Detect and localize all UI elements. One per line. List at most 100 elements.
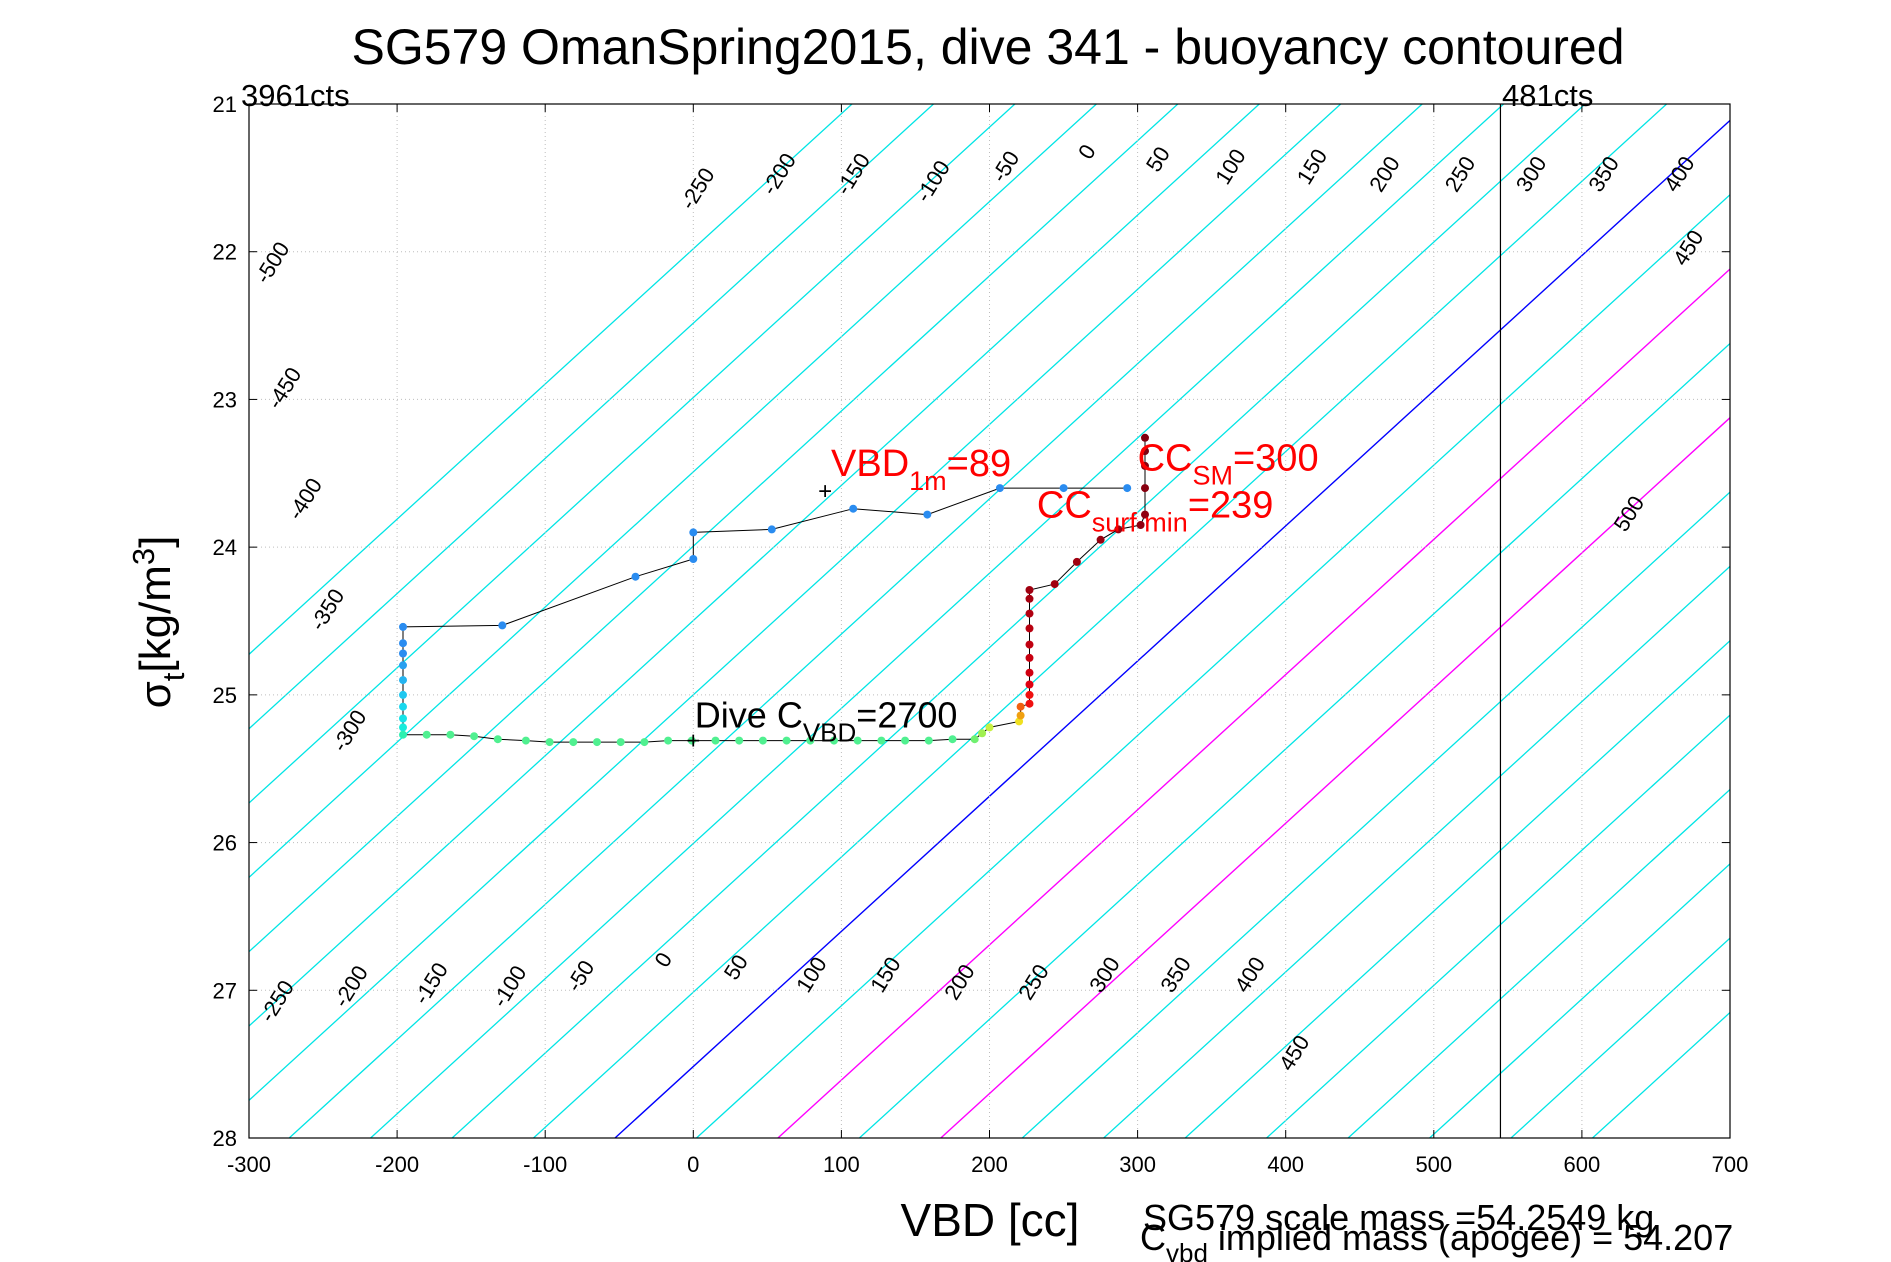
contour-label-lower: -100 [487, 961, 532, 1012]
contour-line [1510, 937, 1730, 1138]
track-point [399, 690, 407, 699]
x-tick-labels: -300 -200 -100 0 100 200 300 400 500 600 700 [227, 104, 1748, 1177]
contour-label-upper: 250 [1440, 152, 1481, 196]
annotation-cc-surf-min: CCsurf min=239 [1037, 485, 1274, 538]
track-point [1123, 484, 1132, 493]
contour-line [1347, 788, 1730, 1138]
contour-label-lower: -150 [408, 958, 453, 1009]
contour-line [451, 104, 1586, 1138]
contour-label-upper: 100 [1210, 144, 1251, 188]
track-point [782, 736, 791, 745]
contour-label-upper: -250 [675, 163, 720, 214]
x-tick-label: -300 [227, 1152, 271, 1177]
contour-label-lower: 50 [719, 950, 753, 984]
track-point [970, 735, 979, 744]
track-point [830, 736, 838, 745]
track-point [1025, 594, 1034, 603]
annotation-dive-cvbd-sub: VBD [803, 717, 856, 747]
track-point [1025, 640, 1034, 649]
track-point [1114, 525, 1123, 534]
track-point [901, 736, 910, 745]
track-point [1096, 535, 1105, 544]
track-point [399, 723, 407, 732]
track-point [1059, 484, 1068, 493]
contour-label-upper: -400 [283, 474, 328, 525]
y-tick-label: 28 [213, 1126, 237, 1151]
track-point [493, 735, 502, 744]
y-label-main: σ [131, 681, 180, 708]
track-point [616, 738, 625, 747]
annotation-vbd-1m-main: VBD [831, 443, 909, 485]
track-point [758, 736, 767, 745]
track-point [422, 730, 431, 739]
contour-line [249, 104, 1016, 804]
y-tick-label: 27 [213, 978, 237, 1003]
contour-line [288, 104, 1423, 1138]
track-point [1050, 580, 1059, 589]
contour-label-lower: 450 [1274, 1031, 1315, 1075]
x-tick-label: 500 [1415, 1152, 1452, 1177]
footer-scale-mass: SG579 scale mass =54.2549 kg [1143, 1197, 1654, 1238]
y-tick-labels: 21 22 23 24 25 26 27 28 [213, 92, 1730, 1151]
x-tick-label: -100 [523, 1152, 567, 1177]
track-point [1016, 702, 1025, 711]
x-tick-label: 200 [971, 1152, 1008, 1177]
annotation-dive-cvbd-main: Dive C [695, 694, 803, 735]
track-point [470, 732, 479, 741]
y-tick-label: 22 [213, 240, 237, 265]
annotation-dive-cvbd: Dive CVBD=2700 [695, 694, 958, 747]
track-point [1025, 624, 1034, 633]
contour-label-upper: -50 [986, 146, 1024, 186]
contour-label-lower: 0 [649, 948, 677, 972]
track-point [853, 736, 862, 745]
contour-label-upper: 0 [1073, 140, 1101, 164]
contour-line [249, 104, 1342, 1102]
contour-line [858, 342, 1730, 1138]
y-tick-label: 21 [213, 92, 237, 117]
x-tick-label: 300 [1119, 1152, 1156, 1177]
contour-line [370, 104, 1505, 1138]
y-label-exp: 3 [126, 548, 161, 565]
contour-label-lower: 400 [1229, 952, 1270, 996]
y-tick-label: 25 [213, 683, 237, 708]
track-point [521, 736, 530, 745]
contour-label-upper: 450 [1668, 226, 1709, 270]
contour-label-upper: 50 [1141, 142, 1175, 176]
contour-label-upper: 150 [1292, 144, 1333, 188]
track-point [806, 736, 815, 745]
implied-main: C [1140, 1217, 1166, 1258]
x-tick-label: 400 [1267, 1152, 1304, 1177]
implied-sub: vbd [1166, 1238, 1208, 1262]
track-point [593, 738, 601, 747]
contour-label-lower: -250 [254, 976, 299, 1027]
y-tick-label: 23 [213, 387, 237, 412]
contour-line [1103, 565, 1730, 1138]
track-point [399, 714, 407, 723]
track-point [689, 528, 698, 537]
x-tick-label: -200 [375, 1152, 419, 1177]
track-point [1072, 557, 1081, 566]
track-point [1141, 433, 1149, 442]
track-point [399, 730, 407, 739]
track-point [1141, 461, 1149, 470]
track-point [948, 735, 957, 744]
footer-implied-mass: Cvbd implied mass (apogee) = 54.207 [1140, 1217, 1733, 1262]
grid-layer [249, 104, 1730, 1138]
track-point [1141, 447, 1149, 456]
track-point [1025, 680, 1034, 689]
track-point [664, 736, 673, 745]
chart-title: SG579 OmanSpring2015, dive 341 - buoyanc… [351, 19, 1624, 75]
track-point [399, 661, 407, 670]
contour-label-upper: -100 [910, 156, 955, 207]
x-tick-label: 100 [823, 1152, 860, 1177]
track-point [1141, 484, 1149, 493]
contour-line [249, 104, 853, 656]
cts-min-label: 3961cts [241, 78, 350, 113]
contour-line [940, 416, 1730, 1138]
y-tick-label: 24 [213, 535, 237, 560]
track-point [399, 622, 407, 631]
annotation-cc-sm-main: CC [1138, 437, 1193, 479]
contour-line [1429, 862, 1730, 1138]
